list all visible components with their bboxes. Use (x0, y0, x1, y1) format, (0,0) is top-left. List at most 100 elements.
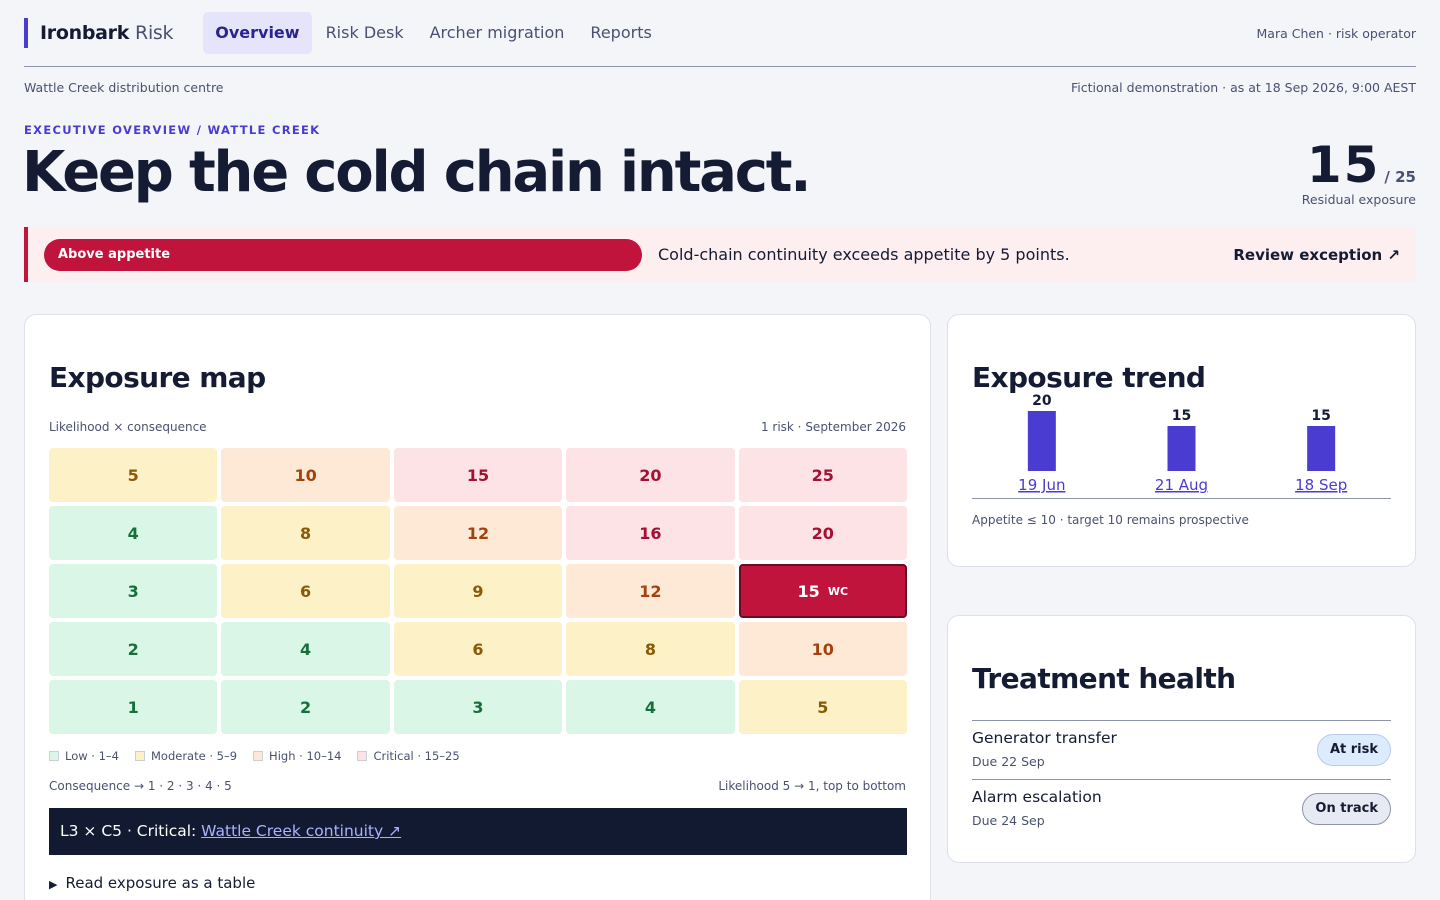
heatmap-cell[interactable]: 2 (49, 622, 218, 676)
heatmap-cell[interactable]: 2 (221, 680, 390, 734)
treatment-name: Generator transfer (972, 729, 1117, 747)
heatmap-cell-value: 20 (811, 523, 834, 543)
trend-value-label: 15 (1172, 408, 1191, 424)
treatment-name: Alarm escalation (972, 788, 1102, 806)
trend-baseline (972, 498, 1391, 499)
tab-risk-desk[interactable]: Risk Desk (325, 23, 404, 42)
heatmap-cell-value: 4 (300, 639, 312, 659)
heatmap-cell[interactable]: 6 (221, 564, 390, 618)
legend-item: High · 10–14 (253, 749, 341, 763)
trend-value-label: 15 (1311, 408, 1330, 424)
nav-divider (24, 66, 1416, 67)
exposure-map-card: Exposure map Likelihood × consequence 1 … (24, 314, 931, 900)
likelihood-axis-label: Likelihood 5 → 1, top to bottom (718, 779, 906, 793)
wattle-creek-continuity-link[interactable]: Wattle Creek continuity ↗ (201, 822, 402, 840)
heatmap-cell-value: 12 (466, 523, 490, 543)
above-appetite-badge: Above appetite (44, 238, 642, 271)
exposure-map-count: 1 risk · September 2026 (760, 420, 906, 434)
treatment-due: Due 24 Sep (972, 813, 1045, 828)
treatment-row-alarm[interactable]: Alarm escalation Due 24 Sep On track (972, 779, 1391, 838)
heatmap-cell[interactable]: 8 (221, 506, 390, 560)
heatmap-cell[interactable]: 5 (738, 680, 907, 734)
table-view-toggle[interactable]: ▶ Read exposure as a table (49, 874, 255, 892)
status-badge: At risk (1316, 734, 1391, 766)
trend-date-link[interactable]: 19 Jun (1018, 476, 1065, 494)
heatmap-cell-value: 15 (466, 465, 490, 485)
trend-bar (1307, 426, 1336, 471)
heatmap-cell-value: 15 (797, 581, 820, 601)
tab-reports[interactable]: Reports (590, 23, 652, 42)
heatmap-grid: 5 10 15 20 25 4 8 12 16 20 3 6 9 12 15 WC 2 4 6 8 10 1 2 3 4 5 (49, 448, 907, 734)
legend-label: Critical · 15–25 (373, 749, 460, 763)
heatmap-cell-value: 8 (644, 639, 656, 659)
heatmap-cell[interactable]: 6 (393, 622, 563, 676)
legend-swatch (49, 751, 59, 761)
as-at-label: Fictional demonstration · as at 18 Sep 2… (1070, 80, 1416, 95)
appetite-alert-banner: Above appetite Cold-chain continuity exc… (24, 227, 1416, 282)
table-view-label: Read exposure as a table (65, 874, 256, 892)
heatmap-cell-value: 20 (639, 465, 662, 485)
exposure-trend-card: Exposure trend 20 19 Jun 15 21 Aug 15 18 Sep … (947, 314, 1416, 567)
residual-exposure-score: 15/ 25 Residual exposure (1302, 138, 1416, 207)
legend-label: High · 10–14 (269, 749, 342, 763)
alert-message: Cold-chain continuity exceeds appetite b… (658, 245, 1070, 264)
top-nav: Ironbark Risk Overview Risk Desk Archer … (24, 12, 1416, 54)
location-label: Wattle Creek distribution centre (24, 80, 224, 95)
exposure-trend-title: Exposure trend (972, 361, 1206, 394)
brand-name: Ironbark (40, 22, 130, 44)
heatmap-legend: Low · 1–4 Moderate · 5–9 High · 10–14 Criti… (49, 749, 476, 763)
heatmap-cell-value: 8 (300, 523, 312, 543)
heatmap-cell-value: 10 (811, 639, 834, 659)
heatmap-cell-selected[interactable]: 15 WC (738, 564, 907, 618)
trend-date-link[interactable]: 21 Aug (1155, 476, 1208, 494)
heatmap-cell[interactable]: 10 (221, 448, 390, 502)
tab-overview[interactable]: Overview (203, 12, 312, 54)
appetite-note: Appetite ≤ 10 · target 10 remains prospe… (972, 513, 1249, 527)
treatment-row-generator[interactable]: Generator transfer Due 22 Sep At risk (972, 720, 1391, 779)
consequence-axis-label: Consequence → 1 · 2 · 3 · 4 · 5 (49, 779, 232, 793)
legend-label: Moderate · 5–9 (151, 749, 238, 763)
status-badge: On track (1302, 793, 1391, 825)
heatmap-cell[interactable]: 12 (566, 564, 735, 618)
exposure-trend-chart: 20 19 Jun 15 21 Aug 15 18 Sep (1018, 393, 1347, 494)
trend-date-link[interactable]: 18 Sep (1295, 476, 1347, 494)
heatmap-cell-value: 6 (300, 581, 312, 601)
review-exception-link[interactable]: Review exception ↗ (1233, 245, 1400, 264)
heatmap-cell[interactable]: 20 (566, 448, 735, 502)
heatmap-cell-value: 1 (127, 697, 139, 717)
page-title: Keep the cold chain intact. (22, 140, 812, 205)
score-label: Residual exposure (1301, 192, 1416, 207)
heatmap-cell[interactable]: 3 (49, 564, 218, 618)
heatmap-cell[interactable]: 10 (738, 622, 907, 676)
heatmap-cell[interactable]: 4 (49, 506, 218, 560)
tab-archer-migration[interactable]: Archer migration (429, 23, 565, 42)
heatmap-cell-value: 6 (472, 639, 484, 659)
exposure-map-subtitle: Likelihood × consequence (49, 420, 207, 434)
heatmap-cell[interactable]: 8 (566, 622, 735, 676)
heatmap-cell[interactable]: 25 (738, 448, 907, 502)
legend-swatch (357, 751, 368, 761)
heatmap-cell-value: 2 (300, 697, 312, 717)
heatmap-cell[interactable]: 16 (566, 506, 735, 560)
heatmap-cell[interactable]: 4 (566, 680, 735, 734)
heatmap-cell-value: 12 (639, 581, 662, 601)
heatmap-cell[interactable]: 20 (738, 506, 907, 560)
brand-logo[interactable]: Ironbark Risk (24, 18, 174, 48)
heatmap-cell-value: 3 (127, 581, 139, 601)
heatmap-cell[interactable]: 15 (393, 448, 563, 502)
user-info[interactable]: Mara Chen · risk operator (1256, 25, 1417, 41)
heatmap-cell[interactable]: 1 (49, 680, 218, 734)
risk-marker-tag: WC (827, 584, 849, 598)
heatmap-cell-value: 25 (811, 465, 834, 485)
heatmap-cell[interactable]: 5 (49, 448, 218, 502)
legend-swatch (135, 751, 145, 761)
treatment-health-card: Treatment health Generator transfer Due … (947, 615, 1416, 863)
treatment-health-title: Treatment health (972, 662, 1236, 695)
heatmap-cell[interactable]: 3 (393, 680, 563, 734)
legend-item: Critical · 15–25 (357, 749, 460, 763)
heatmap-cell[interactable]: 4 (221, 622, 390, 676)
selected-risk-bar: L3 × C5 · Critical: Wattle Creek continu… (49, 808, 907, 855)
heatmap-cell[interactable]: 9 (393, 564, 563, 618)
heatmap-cell-value: 16 (639, 523, 662, 543)
heatmap-cell[interactable]: 12 (393, 506, 563, 560)
